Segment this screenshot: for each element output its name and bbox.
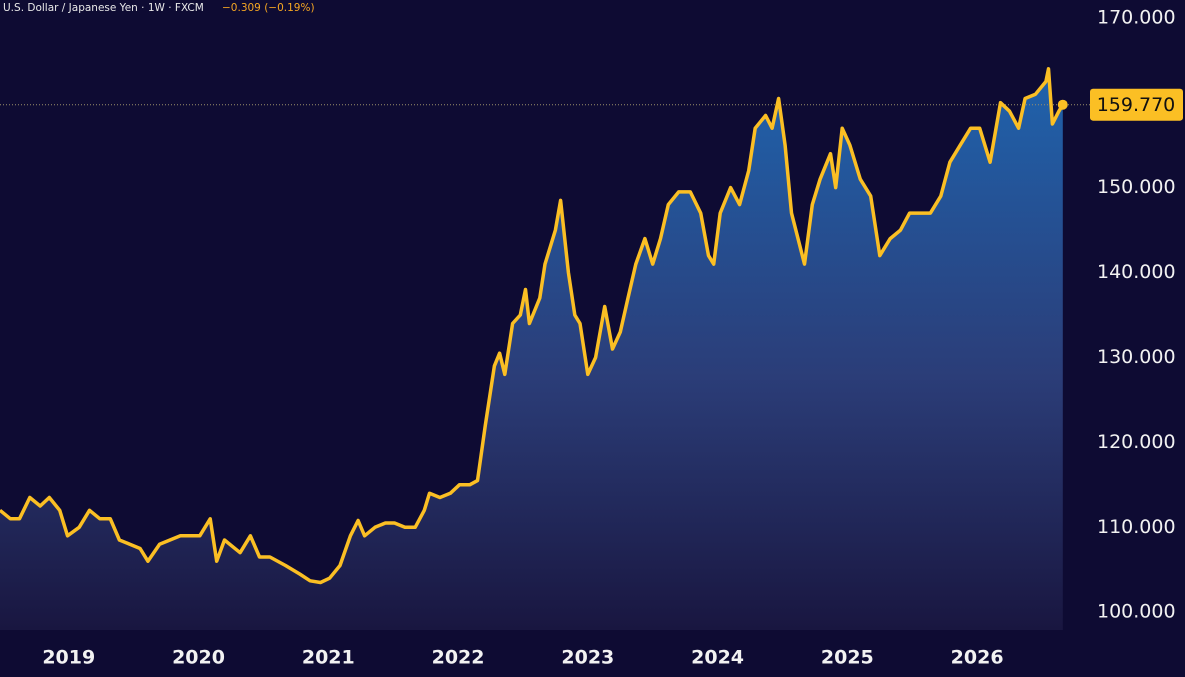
y-tick-label: 100.000 xyxy=(1097,601,1176,623)
x-tick-label: 2022 xyxy=(432,647,485,669)
y-tick-label: 110.000 xyxy=(1097,516,1176,538)
x-tick-label: 2023 xyxy=(561,647,614,669)
x-tick-label: 2026 xyxy=(951,647,1004,669)
x-tick-label: 2024 xyxy=(691,647,744,669)
x-tick-label: 2020 xyxy=(172,647,225,669)
chart-subtitle: −0.309 (−0.19%) xyxy=(222,2,315,14)
x-tick-label: 2019 xyxy=(42,647,95,669)
area xyxy=(0,68,1063,631)
y-tick-label: 120.000 xyxy=(1097,431,1176,453)
x-tick-label: 2021 xyxy=(302,647,355,669)
y-tick-label: 130.000 xyxy=(1097,346,1176,368)
last-price-box xyxy=(1090,88,1183,121)
last-price-label: 159.770 xyxy=(1097,94,1176,116)
y-tick-label: 150.000 xyxy=(1097,176,1176,198)
y-tick-label: 140.000 xyxy=(1097,261,1176,283)
x-tick-label: 2025 xyxy=(821,647,874,669)
chart-title: U.S. Dollar / Japanese Yen · 1W · FXCM xyxy=(3,2,204,14)
line xyxy=(0,67,1065,585)
y-tick-label: 170.000 xyxy=(1097,6,1176,28)
last-point xyxy=(1057,99,1068,110)
